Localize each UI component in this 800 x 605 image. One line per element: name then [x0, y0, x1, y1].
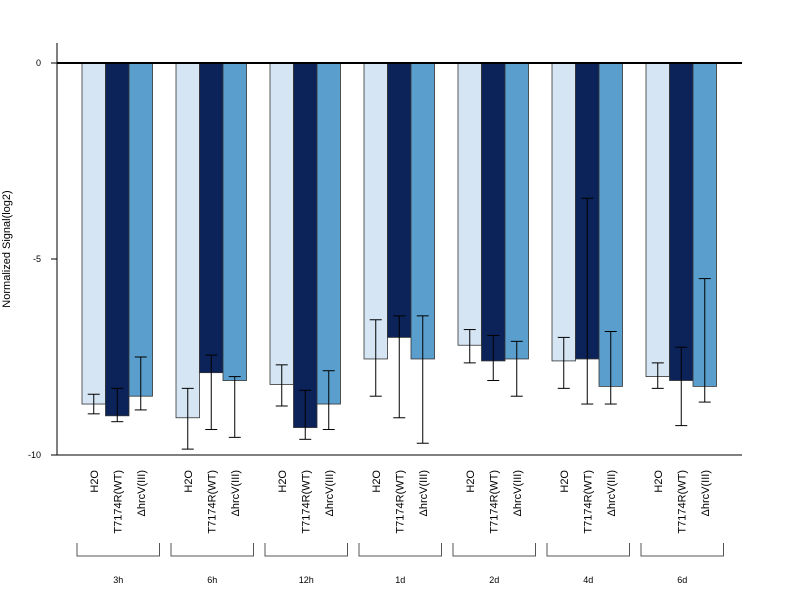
- bar-3h-0: [81, 62, 106, 405]
- bar-6d-0: [645, 62, 670, 378]
- group-bracket-6d: [640, 543, 724, 557]
- bar-label-4d-2: ΔhrcV(III): [606, 470, 618, 516]
- bar-label-4d-0: H2O: [559, 470, 571, 493]
- bar-2d-0: [457, 62, 482, 346]
- bar-label-1d-0: H2O: [371, 470, 383, 493]
- bar-4d-0: [551, 62, 576, 362]
- bar-label-4d-1: T7174R(WT): [582, 470, 594, 534]
- bar-label-2d-1: T7174R(WT): [488, 470, 500, 534]
- bar-label-1d-1: T7174R(WT): [394, 470, 406, 534]
- bar-1d-1: [387, 62, 412, 338]
- bar-6d-1: [669, 62, 694, 381]
- bar-label-6h-2: ΔhrcV(III): [230, 470, 242, 516]
- bar-6h-2: [222, 62, 247, 381]
- bar-1d-2: [410, 62, 435, 360]
- bar-label-3h-0: H2O: [89, 470, 101, 493]
- bar-label-2d-0: H2O: [465, 470, 477, 493]
- group-label-6h: 6h: [207, 575, 217, 585]
- bar-3h-1: [105, 62, 130, 417]
- bar-label-1d-2: ΔhrcV(III): [418, 470, 430, 516]
- group-bracket-1d: [358, 543, 442, 557]
- bar-2d-2: [504, 62, 529, 360]
- y-axis-label: Normalized Signal(log2): [1, 190, 13, 307]
- bar-label-6h-1: T7174R(WT): [206, 470, 218, 534]
- bar-label-12h-1: T7174R(WT): [300, 470, 312, 534]
- bar-12h-1: [293, 62, 318, 428]
- bar-label-3h-2: ΔhrcV(III): [136, 470, 148, 516]
- group-label-1d: 1d: [395, 575, 405, 585]
- bar-label-6d-1: T7174R(WT): [676, 470, 688, 534]
- group-label-12h: 12h: [299, 575, 314, 585]
- group-bracket-12h: [264, 543, 348, 557]
- bar-6h-0: [175, 62, 200, 419]
- bar-label-6h-0: H2O: [183, 470, 195, 493]
- plot-layer: 0 -5 -10 H2O T7174R(WT) ΔhrcV(III) 3h H2O T7174R…: [28, 58, 742, 585]
- y-tick-label-2: -10: [28, 450, 41, 460]
- bar-3h-2: [128, 62, 153, 397]
- bar-label-3h-1: T7174R(WT): [112, 470, 124, 534]
- bar-2d-1: [481, 62, 506, 362]
- bar-label-6d-2: ΔhrcV(III): [700, 470, 712, 516]
- bar-12h-2: [316, 62, 341, 405]
- group-label-2d: 2d: [489, 575, 499, 585]
- bar-6h-1: [199, 62, 224, 374]
- bar-12h-0: [269, 62, 294, 385]
- group-bracket-4d: [546, 543, 630, 557]
- bar-label-2d-2: ΔhrcV(III): [512, 470, 524, 516]
- group-bracket-2d: [452, 543, 536, 557]
- y-tick-label-1: -5: [33, 254, 41, 264]
- group-label-6d: 6d: [677, 575, 687, 585]
- bar-label-12h-0: H2O: [277, 470, 289, 493]
- y-tick-label-0: 0: [36, 58, 41, 68]
- group-bracket-3h: [76, 543, 160, 557]
- group-label-3h: 3h: [113, 575, 123, 585]
- bar-label-12h-2: ΔhrcV(III): [324, 470, 336, 516]
- bar-label-6d-0: H2O: [653, 470, 665, 493]
- bar-1d-0: [363, 62, 388, 360]
- group-bracket-6h: [170, 543, 254, 557]
- group-label-4d: 4d: [583, 575, 593, 585]
